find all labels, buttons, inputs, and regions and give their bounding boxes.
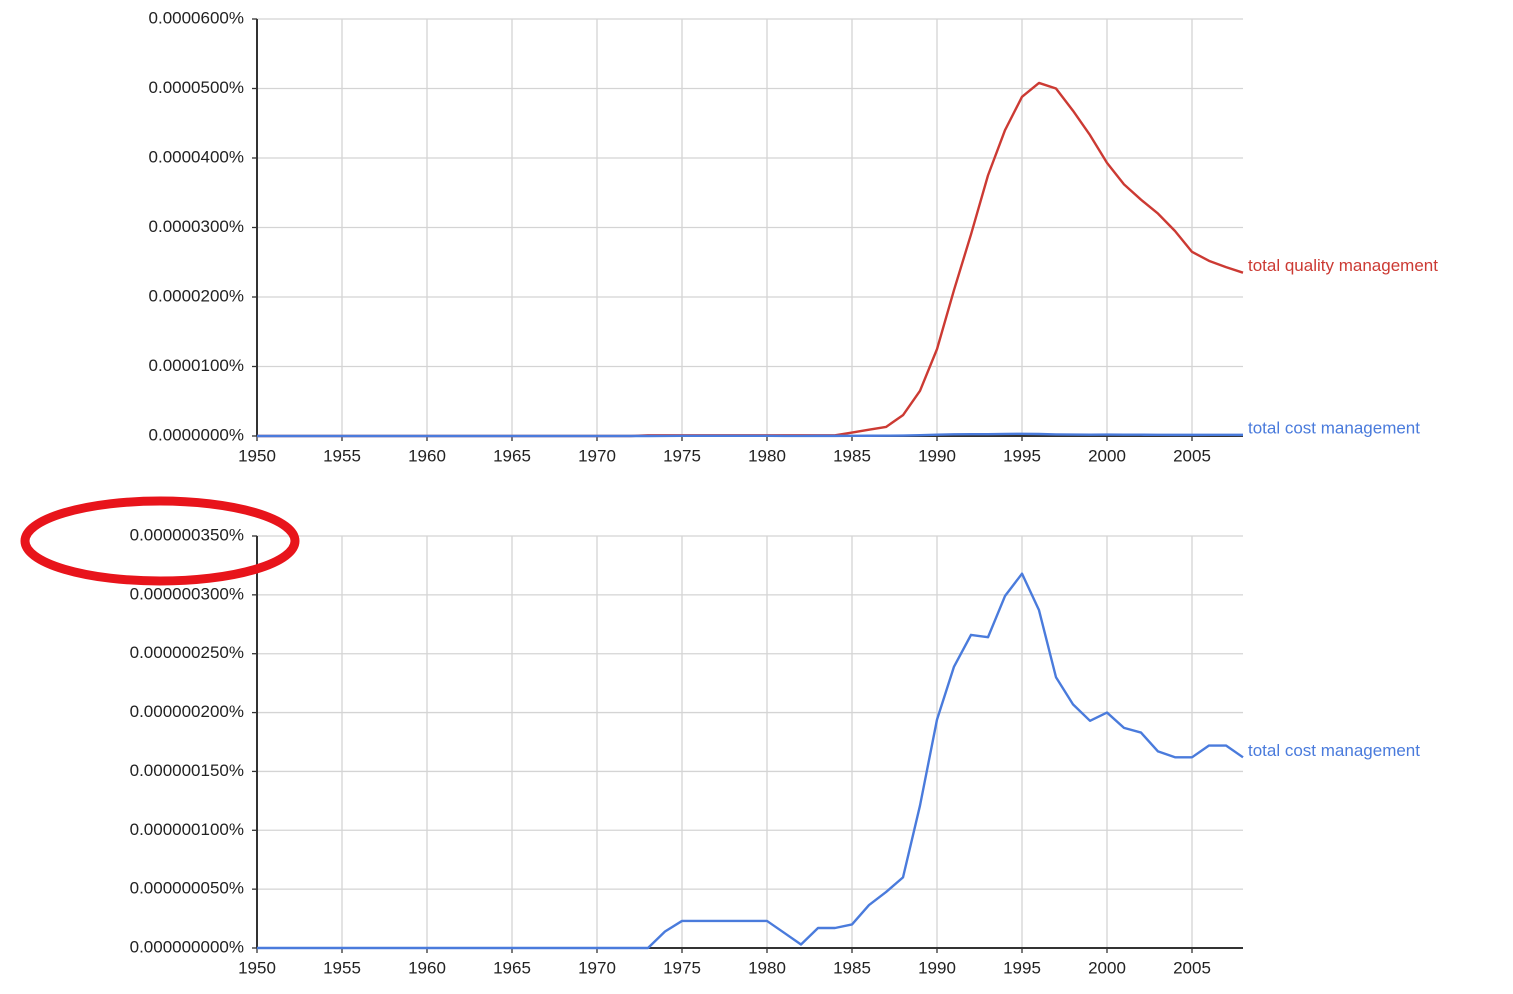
y-tick-label: 0.000000050% xyxy=(130,879,244,898)
x-tick-label: 1980 xyxy=(748,446,786,465)
x-tick-label: 2005 xyxy=(1173,958,1211,977)
series-label: total cost management xyxy=(1248,741,1420,760)
x-tick-label: 1960 xyxy=(408,446,446,465)
y-tick-label: 0.000000150% xyxy=(130,761,244,780)
x-tick-label: 1990 xyxy=(918,446,956,465)
x-tick-label: 1985 xyxy=(833,958,871,977)
y-tick-label: 0.000000250% xyxy=(130,643,244,662)
x-tick-label: 1965 xyxy=(493,446,531,465)
y-tick-label: 0.0000000% xyxy=(149,425,244,444)
series-label: total quality management xyxy=(1248,256,1438,275)
x-tick-label: 1970 xyxy=(578,446,616,465)
x-tick-label: 2000 xyxy=(1088,958,1126,977)
y-tick-label: 0.0000600% xyxy=(149,8,244,27)
y-tick-label: 0.0000200% xyxy=(149,286,244,305)
x-tick-label: 1980 xyxy=(748,958,786,977)
y-tick-label: 0.000000300% xyxy=(130,584,244,603)
highlight-ellipse xyxy=(20,496,300,586)
x-tick-label: 1950 xyxy=(238,446,276,465)
x-tick-label: 1975 xyxy=(663,446,701,465)
x-tick-label: 1960 xyxy=(408,958,446,977)
y-tick-label: 0.0000100% xyxy=(149,356,244,375)
series-line xyxy=(257,81,1244,438)
y-tick-label: 0.000000200% xyxy=(130,702,244,721)
x-tick-label: 2000 xyxy=(1088,446,1126,465)
y-tick-label: 0.000000350% xyxy=(130,525,244,544)
x-tick-label: 1975 xyxy=(663,958,701,977)
y-tick-label: 0.0000300% xyxy=(149,217,244,236)
y-tick-label: 0.0000400% xyxy=(149,147,244,166)
series-line xyxy=(257,572,1244,950)
series-label: total cost management xyxy=(1248,418,1420,437)
y-tick-label: 0.000000100% xyxy=(130,820,244,839)
y-tick-label: 0.0000500% xyxy=(149,78,244,97)
x-tick-label: 1955 xyxy=(323,958,361,977)
charts: 1950 1955 1960 1965 1970 1975 1980 1985 1990 1995… xyxy=(130,8,1439,977)
y-tick-label: 0.000000000% xyxy=(130,937,244,956)
series-line xyxy=(257,432,1244,438)
x-tick-label: 1990 xyxy=(918,958,956,977)
x-tick-label: 1995 xyxy=(1003,958,1041,977)
x-tick-label: 1950 xyxy=(238,958,276,977)
x-tick-label: 1995 xyxy=(1003,446,1041,465)
x-tick-label: 1955 xyxy=(323,446,361,465)
x-tick-label: 1965 xyxy=(493,958,531,977)
x-tick-label: 1985 xyxy=(833,446,871,465)
x-tick-label: 2005 xyxy=(1173,446,1211,465)
x-tick-label: 1970 xyxy=(578,958,616,977)
